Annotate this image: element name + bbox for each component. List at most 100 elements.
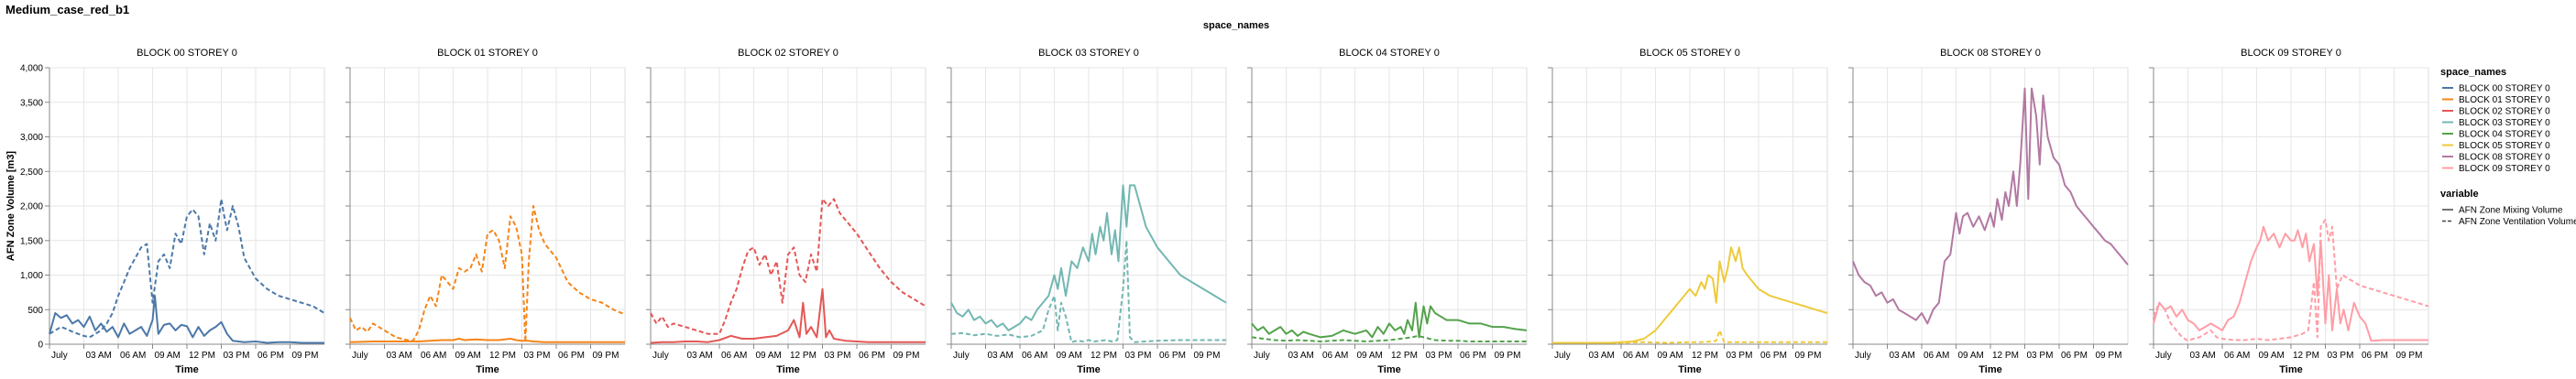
x-tick-label: 06 AM (1924, 351, 1949, 361)
legend-item-label: BLOCK 04 STOREY 0 (2459, 130, 2550, 140)
chart-title: Medium_case_red_b1 (5, 3, 129, 16)
x-tick-label: 09 AM (155, 351, 181, 361)
legend-title-space: space_names (2440, 67, 2506, 78)
facet-panel-0: BLOCK 00 STOREY 0 July 03 AM 06 AM 09 AM 12 P… (20, 48, 325, 375)
series-line-mixing (1251, 301, 1528, 339)
x-tick-label: 12 PM (189, 351, 215, 361)
x-tick-label: 06 AM (421, 351, 446, 361)
series-line-mixing (349, 338, 625, 343)
x-tick-label: 06 AM (2224, 351, 2250, 361)
panel-title: BLOCK 00 STOREY 0 (137, 48, 237, 59)
x-tick-label: 06 PM (1760, 351, 1787, 361)
facet-panel-2: BLOCK 02 STOREY 0 July 03 AM 06 AM 09 AM 12 P… (646, 48, 926, 375)
x-tick-label: 03 AM (1589, 351, 1615, 361)
x-tick-label: 06 AM (120, 351, 146, 361)
x-tick-label: 06 PM (2362, 351, 2388, 361)
x-tick-label: 09 AM (1057, 351, 1082, 361)
x-tick-label: 12 PM (1992, 351, 2019, 361)
y-tick-label: 3,000 (20, 133, 43, 143)
x-axis-title: Time (2279, 364, 2302, 375)
legend-item-label: BLOCK 05 STOREY 0 (2459, 141, 2550, 151)
series-line-mixing (950, 184, 1227, 331)
series-line-mixing (650, 287, 926, 344)
x-axis-title: Time (1377, 364, 1400, 375)
x-tick-label: 12 PM (1091, 351, 1117, 361)
series-line-ventilation (1552, 329, 1827, 344)
x-tick-label: 09 PM (1495, 351, 1521, 361)
x-tick-label: 03 PM (1726, 351, 1753, 361)
legend-item-label: BLOCK 09 STOREY 0 (2459, 164, 2550, 174)
x-tick-label: 03 PM (825, 351, 851, 361)
x-tick-label: 09 AM (756, 351, 782, 361)
y-tick-label: 2,000 (20, 202, 43, 212)
x-tick-label: 09 PM (2396, 351, 2423, 361)
legend-item-label: BLOCK 02 STOREY 0 (2459, 107, 2550, 117)
y-axis-title: AFN Zone Volume [m3] (5, 151, 16, 262)
legend-item-label: BLOCK 01 STOREY 0 (2459, 95, 2550, 105)
x-tick-label: July (1554, 351, 1571, 361)
y-tick-label: 1,000 (20, 271, 43, 281)
legend-item-label: BLOCK 08 STOREY 0 (2459, 153, 2550, 163)
x-tick-label: 03 AM (988, 351, 1014, 361)
facet-panel-5: BLOCK 05 STOREY 0 July 03 AM 06 AM 09 AM 12 P… (1548, 48, 1828, 375)
x-tick-label: 09 PM (1795, 351, 1822, 361)
x-tick-label: 03 PM (2027, 351, 2054, 361)
x-tick-label: 09 AM (455, 351, 481, 361)
series-line-ventilation (1251, 334, 1527, 342)
x-tick-label: July (51, 351, 68, 361)
x-tick-label: 03 AM (86, 351, 112, 361)
x-tick-label: 06 PM (859, 351, 885, 361)
legend-item-label: BLOCK 00 STOREY 0 (2459, 84, 2550, 94)
x-tick-label: 06 PM (1460, 351, 1486, 361)
x-axis-title: Time (1678, 364, 1701, 375)
panel-title: BLOCK 04 STOREY 0 (1339, 48, 1440, 59)
x-tick-label: 06 AM (721, 351, 747, 361)
x-tick-label: 03 AM (687, 351, 713, 361)
x-tick-label: 03 AM (1890, 351, 1915, 361)
x-tick-label: 03 AM (2190, 351, 2216, 361)
panel-title: BLOCK 02 STOREY 0 (738, 48, 839, 59)
x-axis-title: Time (476, 364, 499, 375)
y-tick-label: 3,500 (20, 98, 43, 108)
x-tick-label: 06 AM (1623, 351, 1649, 361)
panel-title: BLOCK 08 STOREY 0 (1940, 48, 2041, 59)
x-tick-label: 06 PM (1159, 351, 1186, 361)
facet-panel-4: BLOCK 04 STOREY 0 July 03 AM 06 AM 09 AM 12 P… (1247, 48, 1528, 375)
legend-title-variable: variable (2440, 189, 2479, 200)
y-tick-label: 2,500 (20, 168, 43, 178)
x-tick-label: 06 PM (558, 351, 585, 361)
x-tick-label: 09 PM (593, 351, 619, 361)
x-axis-title: Time (1077, 364, 1100, 375)
facet-panel-7: BLOCK 09 STOREY 0 July 03 AM 06 AM 09 AM 12 P… (2149, 48, 2429, 375)
x-tick-label: 09 PM (2096, 351, 2122, 361)
x-axis-title: Time (1979, 364, 2001, 375)
series-line-ventilation (49, 198, 325, 339)
series-line-ventilation (950, 239, 1226, 343)
x-tick-label: 09 AM (2259, 351, 2285, 361)
x-tick-label: July (1855, 351, 1871, 361)
series-line-mixing (49, 295, 324, 344)
facet-panel-3: BLOCK 03 STOREY 0 July 03 AM 06 AM 09 AM 12 P… (947, 48, 1227, 375)
x-tick-label: 06 PM (258, 351, 284, 361)
x-tick-label: 06 PM (2061, 351, 2088, 361)
legend-variable-label: AFN Zone Ventilation Volume (2459, 217, 2576, 227)
x-tick-label: July (953, 351, 970, 361)
x-tick-label: 12 PM (790, 351, 817, 361)
series-line-mixing (2153, 225, 2428, 342)
x-tick-label: 03 PM (1125, 351, 1152, 361)
x-tick-label: July (1254, 351, 1270, 361)
x-tick-label: 12 PM (2293, 351, 2319, 361)
series-line-ventilation (2153, 219, 2429, 342)
x-tick-label: July (2155, 351, 2172, 361)
series-line-mixing (1852, 87, 2129, 325)
x-tick-label: 12 PM (1391, 351, 1418, 361)
y-tick-label: 1,500 (20, 236, 43, 246)
x-tick-label: 03 AM (1288, 351, 1314, 361)
y-tick-label: 500 (27, 306, 43, 316)
panel-title: BLOCK 05 STOREY 0 (1639, 48, 1740, 59)
x-axis-title: Time (175, 364, 198, 375)
facet-panels: BLOCK 00 STOREY 0 July 03 AM 06 AM 09 AM 12 P… (5, 48, 2429, 375)
